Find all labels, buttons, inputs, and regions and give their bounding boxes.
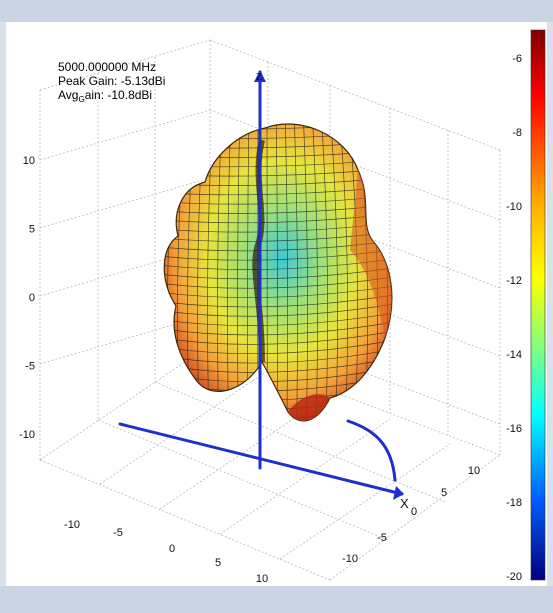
colorbar-tick-label: -16: [506, 423, 522, 435]
mesh-line: [393, 110, 408, 440]
y-tick-label: -5: [377, 532, 387, 544]
x-tick-label: 0: [169, 543, 175, 555]
mesh-line: [293, 124, 298, 421]
x-tick-labels: -10 -5 0 5 10: [64, 519, 268, 585]
colorbar-tick-labels: -6 -8 -10 -12 -14 -16 -18 -20: [506, 53, 522, 583]
x-tick-label: 5: [215, 557, 221, 569]
z-tick-label: -5: [25, 361, 35, 373]
mesh-line: [164, 392, 392, 411]
y-tick-label: 5: [441, 487, 447, 499]
colorbar-tick-label: -8: [512, 127, 522, 139]
mesh-line: [164, 419, 392, 421]
lobe-right-shade: [350, 170, 392, 338]
colorbar-tick-label: -6: [512, 53, 522, 65]
colorbar: [530, 29, 546, 581]
y-tick-label: -10: [342, 553, 358, 565]
mesh-line: [164, 329, 392, 345]
mesh-line: [164, 275, 392, 289]
mesh-line: [164, 284, 392, 298]
colorbar-tick-label: -20: [506, 571, 522, 583]
x-tick-label: -10: [64, 519, 80, 531]
mesh-line: [320, 124, 328, 421]
z-axis-label: Z: [256, 72, 262, 83]
mesh-line: [164, 311, 392, 326]
mesh-line: [329, 124, 338, 421]
lobe-bottom-shade: [288, 394, 330, 421]
frequency-label: 5000.000000 MHz: [58, 60, 156, 74]
x-tick-label: 10: [256, 573, 268, 585]
mesh-line: [302, 124, 308, 421]
y-axis-arc: [346, 419, 397, 482]
colorbar-tick-label: -10: [506, 201, 522, 213]
mesh-line: [164, 293, 392, 308]
z-axis-arrow-icon: [254, 70, 266, 82]
z-tick-label: 5: [29, 224, 35, 236]
z-tick-label: 10: [23, 155, 35, 167]
mesh-line: [150, 114, 400, 120]
axis-lines: [118, 70, 404, 496]
colorbar-tick-label: -14: [506, 349, 522, 361]
avg-gain-label: AvgGain: -10.8dBi: [58, 88, 152, 104]
radiation-lobe-surface: [137, 110, 408, 440]
z-tick-label: 0: [29, 292, 35, 304]
colorbar-tick-label: -12: [506, 275, 522, 287]
mesh-line: [164, 302, 392, 317]
y-tick-label: 10: [468, 465, 480, 477]
mesh-line: [164, 320, 392, 336]
mesh-line: [284, 124, 288, 421]
y-tick-label: 0: [411, 506, 417, 518]
peak-gain-label: Peak Gain: -5.13dBi: [58, 74, 165, 88]
bottom-border: [0, 586, 553, 613]
colorbar-tick-label: -18: [506, 497, 522, 509]
z-tick-labels: 10 5 0 -5 -10: [19, 155, 35, 441]
x-axis-line: [118, 422, 404, 496]
mesh-line: [164, 401, 392, 420]
x-tick-label: -5: [113, 527, 123, 539]
x-axis-label: X: [400, 496, 409, 511]
z-tick-label: -10: [19, 429, 35, 441]
top-border: [0, 0, 553, 22]
x-axis-arrow-icon: [393, 486, 404, 500]
mesh-line: [147, 110, 159, 440]
mesh-line: [137, 110, 150, 440]
y-tick-labels: 10 5 0 -5 -10: [342, 465, 480, 565]
